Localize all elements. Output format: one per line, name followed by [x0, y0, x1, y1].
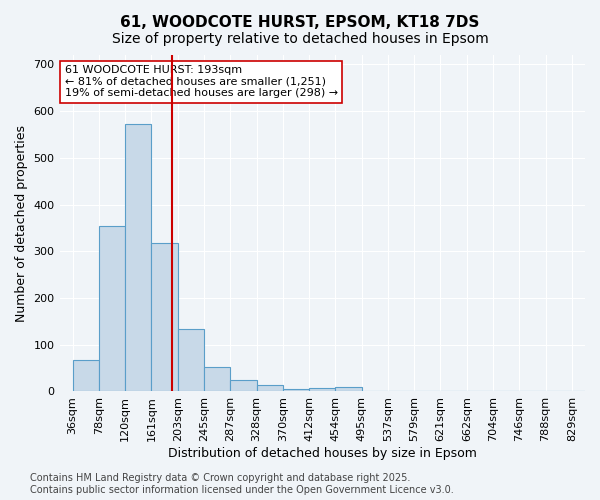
Bar	[283, 389, 309, 392]
Bar	[99, 226, 125, 392]
Bar	[309, 388, 335, 392]
Text: Contains HM Land Registry data © Crown copyright and database right 2025.
Contai: Contains HM Land Registry data © Crown c…	[30, 474, 454, 495]
Bar	[125, 124, 151, 392]
Text: Size of property relative to detached houses in Epsom: Size of property relative to detached ho…	[112, 32, 488, 46]
Bar	[257, 385, 283, 392]
Bar	[230, 380, 257, 392]
Text: 61 WOODCOTE HURST: 193sqm
← 81% of detached houses are smaller (1,251)
19% of se: 61 WOODCOTE HURST: 193sqm ← 81% of detac…	[65, 65, 338, 98]
Y-axis label: Number of detached properties: Number of detached properties	[15, 124, 28, 322]
Bar	[362, 390, 388, 392]
Bar	[151, 244, 178, 392]
Bar	[335, 388, 362, 392]
Bar	[204, 367, 230, 392]
Bar	[178, 330, 204, 392]
Bar	[73, 360, 99, 392]
X-axis label: Distribution of detached houses by size in Epsom: Distribution of detached houses by size …	[168, 447, 477, 460]
Text: 61, WOODCOTE HURST, EPSOM, KT18 7DS: 61, WOODCOTE HURST, EPSOM, KT18 7DS	[121, 15, 479, 30]
